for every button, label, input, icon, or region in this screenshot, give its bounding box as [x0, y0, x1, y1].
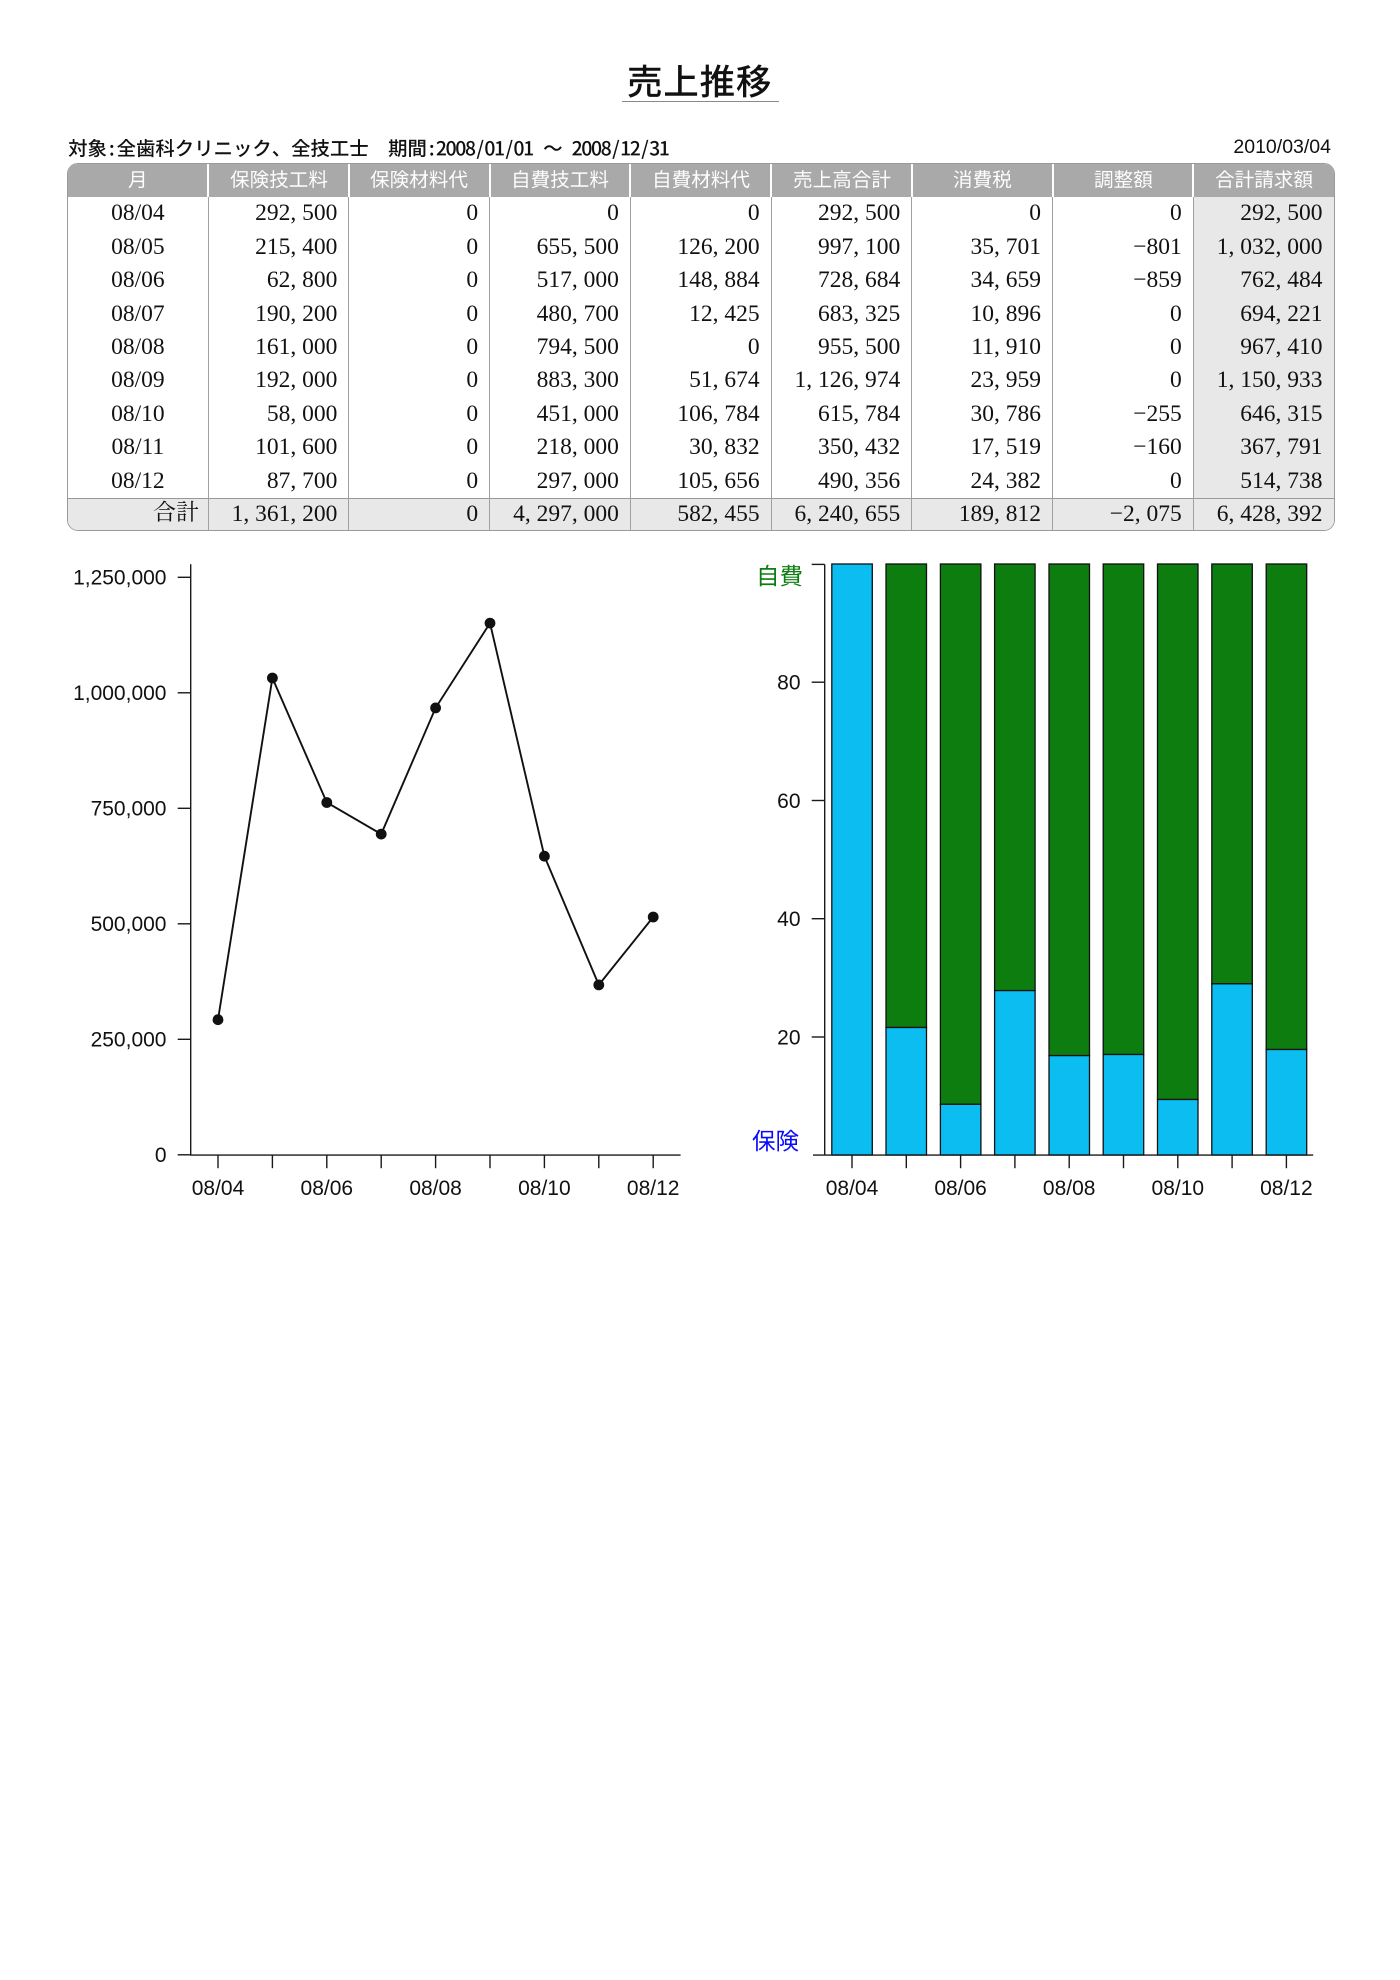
svg-text:08/04: 08/04: [192, 1177, 245, 1200]
svg-text:08/06: 08/06: [301, 1177, 354, 1200]
svg-text:08/08: 08/08: [409, 1177, 462, 1200]
svg-text:750,000: 750,000: [91, 798, 167, 821]
svg-text:08/10: 08/10: [1152, 1177, 1205, 1200]
svg-text:40: 40: [777, 908, 800, 931]
svg-text:1,000,000: 1,000,000: [73, 682, 166, 705]
svg-text:60: 60: [777, 790, 800, 813]
svg-text:1,250,000: 1,250,000: [73, 567, 166, 590]
svg-text:08/12: 08/12: [1260, 1177, 1313, 1200]
svg-text:08/06: 08/06: [934, 1177, 987, 1200]
svg-text:08/08: 08/08: [1043, 1177, 1096, 1200]
svg-text:0: 0: [155, 1144, 167, 1167]
svg-text:80: 80: [777, 672, 800, 695]
svg-text:500,000: 500,000: [91, 913, 167, 936]
svg-text:08/12: 08/12: [627, 1177, 680, 1200]
svg-text:08/10: 08/10: [518, 1177, 571, 1200]
svg-text:20: 20: [777, 1026, 800, 1049]
svg-text:250,000: 250,000: [91, 1029, 167, 1052]
svg-text:08/04: 08/04: [826, 1177, 879, 1200]
